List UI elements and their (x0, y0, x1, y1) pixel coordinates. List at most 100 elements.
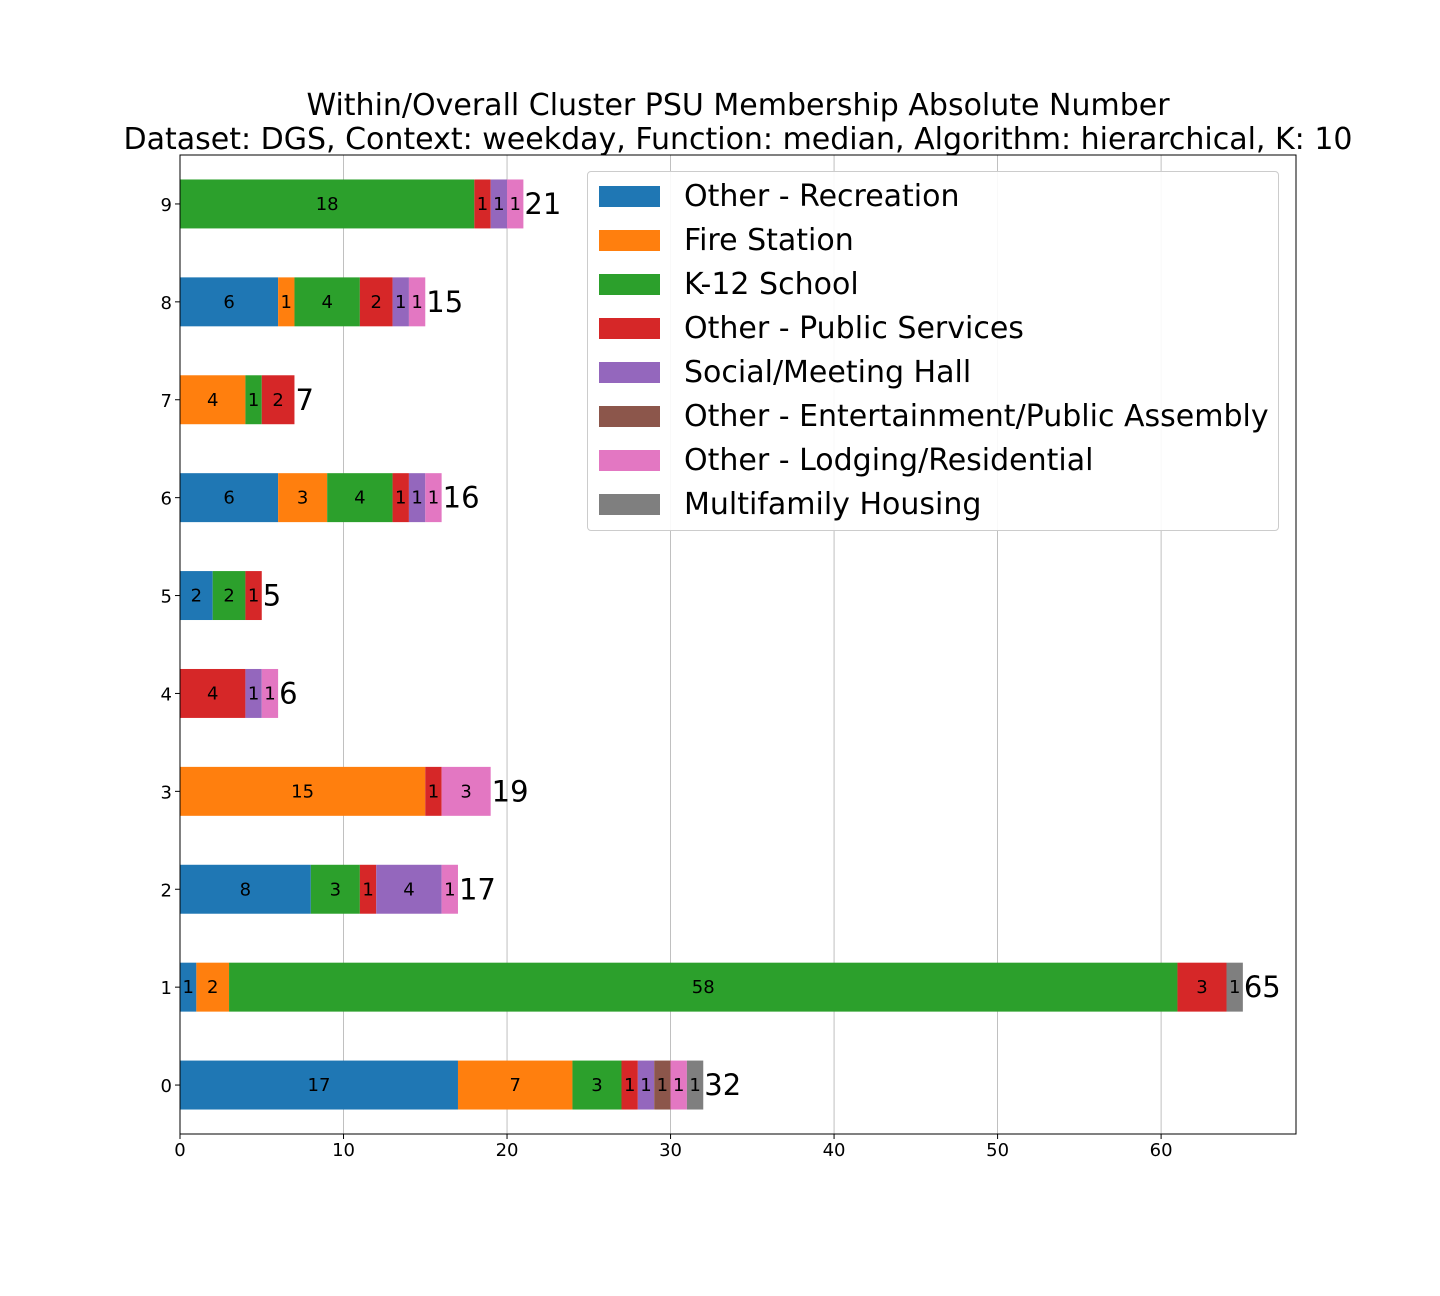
bar-segment (621, 1060, 638, 1110)
segment-value-label: 1 (477, 194, 488, 215)
segment-value-label: 1 (281, 292, 292, 313)
segment-value-label: 4 (207, 390, 218, 411)
segment-value-label: 1 (264, 683, 275, 704)
bar-total-label: 15 (426, 285, 463, 319)
segment-value-label: 1 (640, 1075, 651, 1096)
bar-total-label: 5 (263, 579, 281, 613)
legend-item: K-12 School (599, 262, 859, 306)
bar-total-label: 16 (443, 481, 480, 515)
legend-item: Fire Station (599, 218, 854, 262)
bar-segment (180, 571, 213, 621)
segment-value-label: 2 (191, 586, 202, 607)
legend-swatch (599, 449, 660, 471)
bar-total-label: 19 (492, 774, 529, 808)
bar-segment (245, 668, 262, 718)
segment-value-label: 1 (444, 879, 455, 900)
legend-label: Multifamily Housing (684, 486, 982, 522)
segment-value-label: 3 (460, 781, 471, 802)
bar-total-label: 7 (295, 383, 313, 417)
bar-segment (376, 864, 442, 914)
bar-segment (425, 473, 442, 523)
segment-value-label: 15 (291, 781, 314, 802)
segment-value-label: 4 (354, 488, 365, 509)
legend-swatch (599, 229, 660, 251)
segment-value-label: 1 (395, 292, 406, 313)
segment-value-label: 2 (207, 977, 218, 998)
segment-value-label: 1 (248, 390, 259, 411)
segment-value-label: 1 (509, 194, 520, 215)
legend-swatch (599, 185, 660, 207)
bar-segment (180, 864, 311, 914)
bar-segment (180, 277, 279, 327)
segment-value-label: 2 (370, 292, 381, 313)
bar-segment (245, 571, 262, 621)
chart-title: Within/Overall Cluster PSU Membership Ab… (306, 88, 1170, 123)
bar-segment (1177, 962, 1227, 1012)
y-tick-label: 8 (161, 293, 172, 314)
segment-value-label: 4 (321, 292, 332, 313)
bar-segment (490, 179, 508, 229)
bar-segment (392, 473, 409, 523)
y-tick-label: 9 (161, 195, 172, 216)
legend-item: Other - Entertainment/Public Assembly (599, 394, 1269, 438)
bar-segment (278, 473, 328, 523)
bar-total-label: 17 (459, 872, 496, 906)
legend-label: Social/Meeting Hall (684, 354, 972, 390)
legend-item: Other - Public Services (599, 306, 1024, 350)
legend-label: Other - Lodging/Residential (684, 442, 1094, 478)
bar-total-label: 32 (704, 1068, 741, 1102)
segment-value-label: 17 (308, 1075, 331, 1096)
segment-value-label: 1 (689, 1075, 700, 1096)
chart-subtitle: Dataset: DGS, Context: weekday, Function… (123, 122, 1353, 157)
segment-value-label: 1 (428, 781, 439, 802)
segment-value-label: 1 (624, 1075, 635, 1096)
y-tick-label: 0 (161, 1076, 172, 1097)
segment-value-label: 3 (591, 1075, 602, 1096)
bar-segment (425, 766, 442, 816)
segment-value-label: 3 (330, 879, 341, 900)
legend-label: Fire Station (684, 222, 854, 258)
bar-segment (212, 571, 246, 621)
bar-total-label: 65 (1244, 970, 1281, 1004)
bar-segment (408, 473, 426, 523)
bar-segment (261, 375, 295, 425)
chart-legend: Other - Recreation Fire Station K-12 Schoo… (587, 171, 1279, 531)
bar-segment (180, 375, 246, 425)
y-tick-label: 5 (161, 587, 172, 608)
bar-segment (310, 864, 360, 914)
bar-segment (441, 864, 458, 914)
bar-segment (180, 1060, 458, 1110)
bar-segment (457, 1060, 573, 1110)
legend-item: Social/Meeting Hall (599, 350, 971, 394)
segment-value-label: 1 (428, 488, 439, 509)
segment-value-label: 8 (240, 879, 251, 900)
legend-item: Multifamily Housing (599, 482, 981, 526)
segment-value-label: 1 (411, 488, 422, 509)
segment-value-label: 1 (411, 292, 422, 313)
bar-segment (474, 179, 491, 229)
bar-segment (1226, 962, 1243, 1012)
bar-segment (180, 962, 197, 1012)
segment-value-label: 6 (223, 292, 234, 313)
y-tick-label: 3 (161, 782, 172, 803)
segment-value-label: 1 (493, 194, 504, 215)
bar-segment (359, 277, 393, 327)
bar-segment (229, 962, 1178, 1012)
bar-total-label: 21 (524, 187, 561, 221)
legend-label: Other - Recreation (684, 178, 960, 214)
bar-segment (261, 668, 279, 718)
bar-segment (278, 277, 295, 327)
legend-swatch (599, 493, 660, 515)
legend-swatch (599, 361, 660, 383)
x-tick-label: 30 (659, 1140, 682, 1161)
bar-segment (637, 1060, 655, 1110)
bar-segment (359, 864, 377, 914)
legend-swatch (599, 317, 660, 339)
bar-total-label: 6 (279, 676, 297, 710)
segment-value-label: 1 (657, 1075, 668, 1096)
segment-value-label: 1 (673, 1075, 684, 1096)
legend-swatch (599, 273, 660, 295)
y-tick-label: 1 (161, 978, 172, 999)
segment-value-label: 1 (248, 683, 259, 704)
bar-segment (180, 766, 426, 816)
